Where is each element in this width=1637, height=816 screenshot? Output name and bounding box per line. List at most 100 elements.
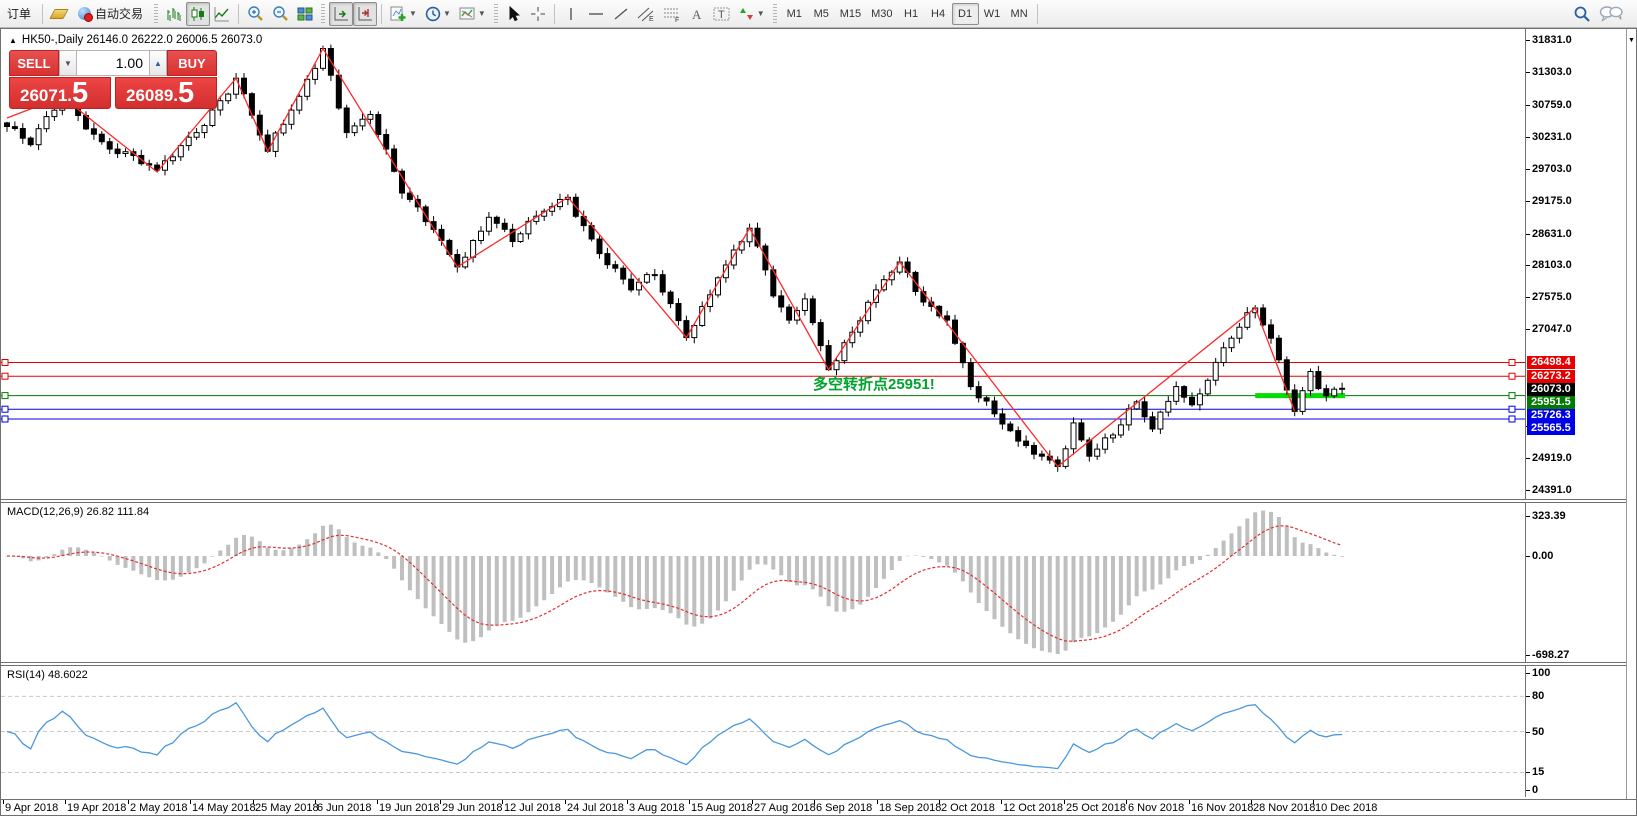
timeframe-d1-button[interactable]: D1 [951,2,979,25]
dropdown-caret: ▼ [477,9,486,18]
timeframe-m1-button[interactable]: M1 [786,7,802,20]
rsi-pane[interactable]: RSI(14) 48.6022 100 80 50 15 0 [1,666,1636,797]
volume-down-button[interactable]: ▼ [59,50,77,76]
panel-toggle-icon[interactable]: ▲ [9,35,17,45]
metaeditor-icon [49,8,69,19]
rsi-axis-label: 15 [1532,766,1545,778]
add-indicator-icon [390,6,406,21]
timeframe-h1-button[interactable]: H1 [904,7,919,20]
toolbar: 订单 自动交易 [0,0,1637,28]
axis-tick-mark [1526,137,1530,138]
timeframe-w1-button[interactable]: W1 [983,7,1001,20]
axis-tick-mark [1526,732,1530,733]
level-line-handle[interactable] [1,415,9,423]
macd-pane[interactable]: MACD(12,26,9) 26.82 111.84 323.39 0.00 -69… [1,503,1636,662]
chart-window: ▲ HK50-,Daily 26146.0 26222.0 26006.5 26… [0,28,1637,816]
level-line-handle[interactable] [1508,359,1516,366]
level-line-handle[interactable] [1,372,9,380]
zoom-in-button[interactable] [243,2,268,26]
svg-text:E: E [649,16,654,22]
timeframe-m30-button[interactable]: M30 [871,7,893,20]
templates-button[interactable]: ▼ [455,2,490,26]
date-axis[interactable]: 9 Apr 2018 19 Apr 2018 2 May 2018 14 May 20… [1,799,1636,815]
buy-price-pip: 5 [178,77,195,109]
right-scroll-strip: ▼ [1626,29,1636,799]
level-line-handle[interactable] [1508,415,1516,423]
date-axis-label: 6 Nov 2018 [1128,802,1185,814]
new-order-label: 订单 [7,7,32,21]
candlestick-chart[interactable] [1,29,1525,499]
rsi-axis-label: 80 [1532,690,1545,702]
level-line-handle[interactable] [1,405,9,413]
date-tick-mark [752,800,753,804]
level-price-tag: 25726.3 [1527,409,1575,422]
macd-axis-label: 0.00 [1532,550,1554,562]
tile-windows-button[interactable] [293,2,317,26]
line-chart-button[interactable] [210,2,234,26]
price-axis-label: 31831.0 [1532,34,1572,46]
date-tick-mark [1313,800,1314,804]
macd-axis[interactable]: 323.39 0.00 -698.27 [1525,503,1626,662]
level-line-handle[interactable] [1,359,9,366]
level-line-handle[interactable] [1,392,9,400]
buy-price-display[interactable]: 26089. 5 [115,77,217,109]
buy-button[interactable]: BUY [167,50,217,76]
main-chart-pane[interactable]: ▲ HK50-,Daily 26146.0 26222.0 26006.5 26… [1,29,1636,499]
timeframe-group: M1 M5 M15 M30 H1 H4 D1 W1 MN [781,2,1033,25]
vertical-line-button[interactable] [559,2,583,26]
rsi-axis[interactable]: 100 80 50 15 0 [1525,666,1626,797]
date-axis-label: 15 Aug 2018 [691,802,753,814]
timeframe-m5-button[interactable]: M5 [813,7,829,20]
text-label-icon: T [713,7,730,21]
price-axis-label: 31303.0 [1532,66,1572,78]
periods-button[interactable]: ▼ [421,2,455,26]
level-line-handle[interactable] [1508,405,1516,413]
arrows-button[interactable]: ▼ [735,2,769,26]
timeframe-m15-button[interactable]: M15 [839,7,862,20]
auto-scroll-button[interactable] [329,1,354,26]
date-axis-label: 12 Oct 2018 [1003,802,1063,814]
crosshair-button[interactable] [526,2,550,26]
volume-up-button[interactable]: ▲ [149,50,167,76]
level-line-handle[interactable] [1508,392,1516,400]
date-tick-mark [315,800,316,804]
community-button[interactable] [1595,2,1627,26]
level-line-handle[interactable] [1508,372,1516,380]
timeframe-mn-button[interactable]: MN [1010,7,1028,20]
zoom-out-button[interactable] [268,2,293,26]
volume-input[interactable] [77,50,149,76]
text-button[interactable]: A [685,2,709,26]
pane-splitter[interactable] [1,662,1636,666]
level-price-tag: 25565.5 [1527,422,1575,435]
tile-windows-icon [297,7,313,20]
text-label-button[interactable]: T [709,2,735,26]
trendline-button[interactable] [609,2,633,26]
candlestick-button[interactable] [186,1,211,26]
sell-button[interactable]: SELL [9,50,59,76]
horizontal-line-button[interactable] [583,2,609,26]
timeframe-h4-button[interactable]: H4 [931,7,946,20]
rsi-axis-label: 50 [1532,726,1545,738]
metaeditor-button[interactable] [47,2,71,26]
buy-price-main: 26089. [126,86,178,105]
date-axis-label: 25 Oct 2018 [1066,802,1126,814]
search-button[interactable] [1569,2,1595,26]
pane-splitter[interactable] [1,499,1636,503]
new-order-button[interactable]: 订单 [0,2,38,26]
price-axis[interactable]: 31831.0 31303.0 30759.0 30231.0 29703.0 29175… [1525,29,1626,499]
date-tick-mark [877,800,878,804]
autotrading-button[interactable]: 自动交易 [71,2,150,26]
equidistant-channel-button[interactable]: E [633,2,659,26]
macd-label: MACD(12,26,9) 26.82 111.84 [7,506,150,518]
chart-shift-button[interactable] [353,1,378,26]
fibonacci-button[interactable]: F [659,2,685,26]
text-icon: A [692,7,702,22]
add-indicator-button[interactable]: ▼ [386,2,421,26]
level-price-tag: 26498.4 [1527,356,1575,369]
cursor-button[interactable] [502,2,526,26]
sell-price-display[interactable]: 26071. 5 [9,77,111,109]
macd-signal-line [6,525,1343,642]
bar-chart-button[interactable] [162,2,186,26]
macd-chart[interactable] [1,503,1525,662]
rsi-chart[interactable] [1,666,1525,797]
